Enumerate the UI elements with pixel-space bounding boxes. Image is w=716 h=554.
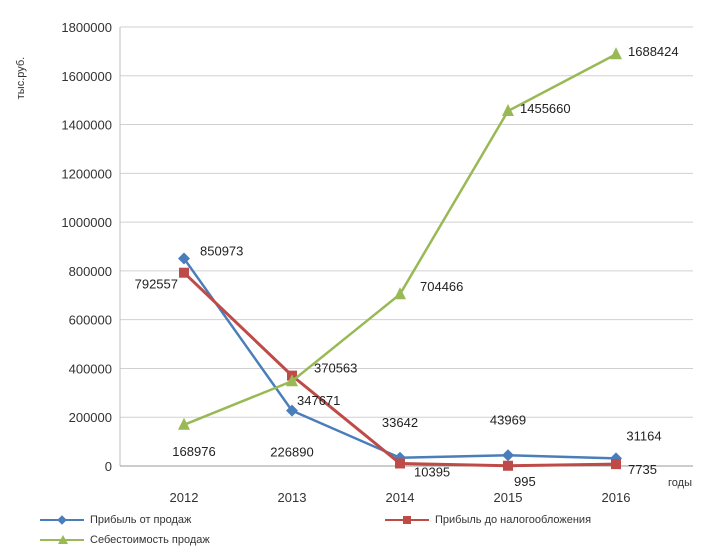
- legend-item-series-0: Прибыль от продаж: [40, 514, 191, 526]
- data-label-series-0: 850973: [200, 243, 243, 258]
- legend-swatch-series-1: [385, 515, 429, 525]
- legend-label-series-0: Прибыль от продаж: [90, 514, 192, 526]
- y-tick-label: 400000: [69, 361, 112, 376]
- data-label-series-1: 7735: [628, 462, 657, 477]
- y-tick-label: 1600000: [61, 69, 112, 84]
- data-label-series-1: 370563: [314, 361, 357, 376]
- y-tick-labels: 0 200000 400000 600000 800000 1000000 1200000 1…: [61, 20, 112, 474]
- y-tick-label: 1400000: [61, 118, 112, 133]
- data-point-square: [395, 458, 405, 469]
- legend-item-series-2: Себестоимость продаж: [40, 534, 210, 546]
- data-label-series-0: 43969: [490, 412, 526, 427]
- legend-label-series-2: Себестоимость продаж: [90, 534, 210, 546]
- legend-item-series-1: Прибыль до налогообложения: [385, 514, 591, 526]
- data-point-triangle: [394, 287, 406, 300]
- series-group: [178, 47, 622, 471]
- data-label-series-1: 792557: [135, 277, 178, 292]
- triangle-marker-icon: [58, 535, 68, 544]
- x-axis-label: годы: [668, 477, 692, 489]
- x-tick-label: 2015: [494, 490, 523, 505]
- data-point-square: [179, 267, 189, 278]
- y-tick-label: 1800000: [61, 20, 112, 35]
- data-point-triangle: [502, 103, 514, 116]
- x-tick-label: 2016: [602, 490, 631, 505]
- data-label-series-2: 168976: [172, 444, 215, 459]
- data-point-diamond: [178, 252, 190, 265]
- data-label-series-0: 31164: [626, 428, 661, 443]
- x-tick-labels: 2012 2013 2014 2015 2016: [170, 490, 631, 505]
- x-tick-label: 2012: [170, 490, 199, 505]
- series-line-1: [182, 271, 617, 468]
- data-label-series-2: 347671: [297, 393, 340, 408]
- data-labels-group: 850973 226890 33642 43969 31164 792557 370563 1…: [135, 44, 679, 489]
- data-point-square: [611, 459, 621, 470]
- y-tick-label: 800000: [69, 264, 112, 279]
- y-axis-label: тыс.руб.: [15, 57, 27, 99]
- y-tick-label: 1000000: [61, 215, 112, 230]
- data-label-series-0: 226890: [270, 445, 313, 460]
- y-tick-label: 600000: [69, 313, 112, 328]
- data-point-diamond: [502, 449, 514, 462]
- data-point-diamond: [286, 404, 298, 417]
- gridlines: [119, 26, 693, 467]
- diamond-marker-icon: [57, 515, 67, 525]
- data-point-square: [503, 460, 513, 471]
- y-tick-label: 1200000: [61, 166, 112, 181]
- data-point-triangle: [286, 374, 298, 387]
- legend-swatch-series-2: [40, 535, 84, 545]
- data-label-series-2: 1455660: [520, 101, 571, 116]
- data-label-series-1: 995: [514, 474, 536, 489]
- data-label-series-1: 10395: [414, 464, 450, 479]
- y-tick-label: 0: [105, 459, 112, 474]
- data-label-series-2: 1688424: [628, 44, 679, 59]
- data-label-series-0: 33642: [382, 415, 418, 430]
- data-label-series-2: 704466: [420, 279, 463, 294]
- legend-swatch-series-0: [40, 515, 84, 525]
- data-point-triangle: [610, 47, 622, 60]
- data-point-triangle: [178, 417, 190, 430]
- legend-label-series-1: Прибыль до налогообложения: [435, 514, 592, 526]
- x-tick-label: 2013: [278, 490, 307, 505]
- y-tick-label: 200000: [69, 410, 112, 425]
- square-marker-icon: [403, 516, 411, 524]
- x-tick-label: 2014: [386, 490, 415, 505]
